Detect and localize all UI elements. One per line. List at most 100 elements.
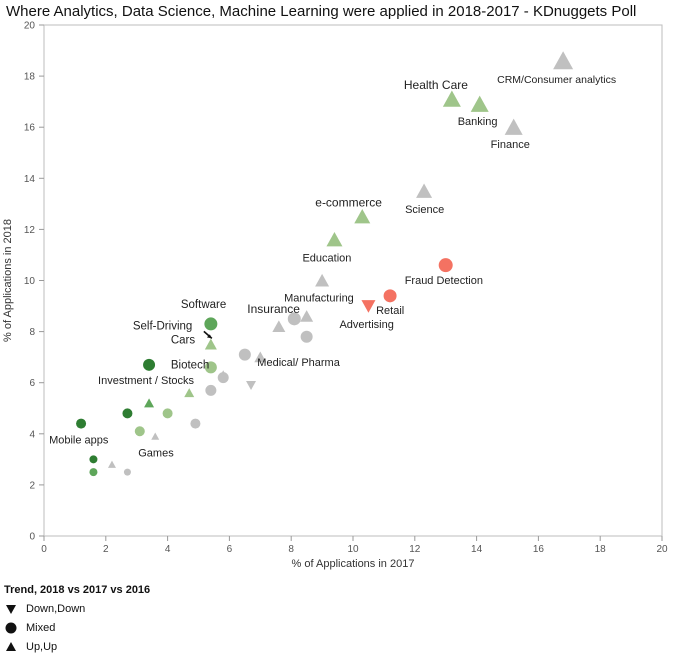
arrowhead-icon — [206, 334, 212, 339]
data-point — [300, 330, 313, 343]
point-label: Self-Driving Cars — [133, 320, 196, 346]
data-point — [184, 388, 195, 398]
scatter-plot: 0 2 4 6 8 10 12 14 16 18 20 0 2 4 6 8 10 12 14 16 18 20 CRM/C… — [2, 21, 668, 571]
point-label: Banking — [458, 116, 498, 128]
y-tick-label: 6 — [29, 378, 35, 389]
triangle-down-icon — [6, 604, 16, 614]
data-point — [190, 418, 201, 429]
legend-label: Up,Up — [26, 640, 58, 653]
point-label: Finance — [491, 139, 530, 151]
data-point — [287, 312, 301, 326]
x-tick-label: 8 — [288, 544, 294, 555]
data-point — [204, 317, 218, 331]
y-tick-label: 18 — [24, 72, 36, 83]
point-label: Investment / Stocks — [98, 375, 194, 387]
x-tick-label: 2 — [103, 544, 109, 555]
data-point — [89, 455, 98, 464]
y-tick-label: 20 — [24, 21, 36, 32]
point-label: Education — [302, 253, 351, 265]
point-label: Software — [181, 299, 226, 311]
y-tick-label: 10 — [24, 276, 36, 287]
data-point — [246, 381, 257, 391]
point-label: Manufacturing — [284, 293, 354, 305]
data-point — [218, 370, 229, 380]
y-tick-label: 12 — [24, 225, 36, 236]
data-point — [134, 426, 145, 437]
point-label: Biotech — [171, 359, 209, 371]
data-point — [76, 418, 87, 429]
x-tick-label: 18 — [595, 544, 607, 555]
marks — [76, 51, 574, 477]
y-tick-label: 16 — [24, 123, 36, 134]
data-point — [238, 348, 251, 361]
point-label: Health Care — [404, 78, 468, 92]
axes: 0 2 4 6 8 10 12 14 16 18 20 0 2 4 6 8 10 12 14 16 18 20 — [24, 21, 668, 556]
plot-frame — [43, 24, 663, 537]
data-point — [272, 320, 286, 333]
chart-title: Where Analytics, Data Science, Machine L… — [6, 3, 637, 20]
data-point — [553, 51, 574, 70]
data-point — [383, 289, 397, 303]
data-point — [107, 460, 116, 468]
data-point — [354, 209, 371, 224]
data-point — [361, 300, 376, 313]
y-tick-label: 8 — [29, 327, 35, 338]
point-label-line: Self-Driving — [133, 320, 192, 332]
data-point — [144, 398, 155, 408]
y-tick-label: 14 — [24, 174, 36, 185]
point-label: CRM/Consumer analytics — [497, 74, 616, 86]
data-point — [122, 408, 133, 419]
data-point — [205, 384, 217, 396]
legend-item-up-up: Up,Up — [4, 637, 150, 656]
legend-label: Mixed — [26, 621, 56, 634]
point-labels: CRM/Consumer analytics Health Care Banking… — [49, 74, 616, 460]
x-tick-label: 4 — [165, 544, 171, 555]
legend-label: Down,Down — [26, 602, 86, 615]
x-tick-label: 0 — [41, 544, 47, 555]
point-label: Mobile apps — [49, 435, 109, 447]
data-point — [315, 273, 330, 287]
x-tick-label: 16 — [533, 544, 545, 555]
data-point — [204, 338, 217, 350]
data-point — [162, 408, 173, 419]
data-point — [254, 351, 267, 363]
point-label: Fraud Detection — [405, 275, 483, 287]
point-label: Medical/ Pharma — [257, 357, 340, 369]
point-label: Retail — [376, 305, 404, 317]
y-axis-title: % of Applications in 2018 — [2, 219, 14, 342]
point-label: e-commerce — [315, 196, 382, 210]
point-label: Science — [405, 204, 444, 216]
y-tick-label: 4 — [29, 429, 35, 440]
point-label: Advertising — [339, 319, 393, 331]
x-tick-label: 14 — [471, 544, 483, 555]
point-label-line: Cars — [171, 334, 196, 346]
data-point — [438, 258, 453, 273]
data-point — [89, 468, 98, 477]
data-point — [151, 432, 160, 440]
x-tick-label: 20 — [656, 544, 668, 555]
x-tick-label: 12 — [409, 544, 421, 555]
data-point — [442, 90, 461, 107]
data-point — [416, 183, 433, 198]
data-point — [204, 361, 217, 374]
x-tick-label: 6 — [227, 544, 233, 555]
data-point — [470, 95, 489, 112]
x-axis-title: % of Applications in 2017 — [292, 558, 415, 570]
data-point — [143, 358, 156, 371]
legend-item-down-down: Down,Down — [4, 599, 150, 618]
data-point — [123, 468, 131, 476]
legend: Trend, 2018 vs 2017 vs 2016 Down,Down Mi… — [4, 584, 150, 656]
triangle-up-icon — [6, 641, 16, 651]
point-label: Insurance — [247, 302, 300, 316]
data-point — [504, 118, 523, 135]
legend-title: Trend, 2018 vs 2017 vs 2016 — [4, 584, 151, 596]
y-tick-label: 2 — [29, 480, 35, 491]
point-label: Games — [138, 447, 174, 459]
data-point — [300, 310, 314, 322]
legend-item-mixed: Mixed — [4, 618, 150, 637]
x-tick-label: 10 — [347, 544, 359, 555]
y-tick-label: 0 — [29, 532, 35, 543]
data-point — [326, 232, 343, 247]
circle-icon — [5, 622, 17, 633]
